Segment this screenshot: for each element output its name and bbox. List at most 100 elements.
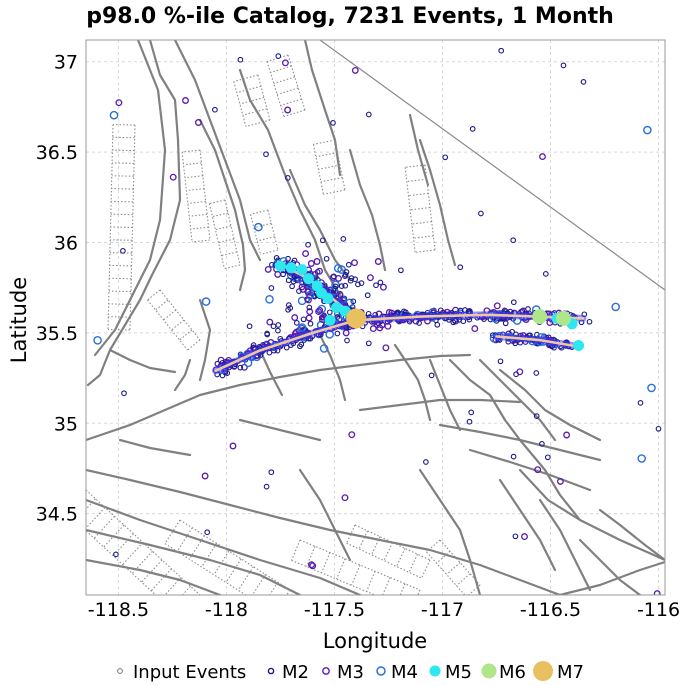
event-m2	[293, 320, 300, 326]
event-m3	[563, 431, 571, 439]
event-m3	[305, 314, 313, 322]
event-m2	[358, 280, 365, 286]
event-m3	[304, 288, 312, 296]
fault-zone	[164, 519, 291, 595]
event-m2	[283, 344, 290, 351]
legend-label: M5	[445, 662, 472, 683]
event-m2	[263, 483, 270, 490]
event-m2	[344, 337, 350, 344]
event-m6	[556, 310, 571, 326]
event-m2	[246, 323, 253, 330]
fault-line	[198, 118, 247, 292]
event-m2	[290, 278, 297, 285]
event-m2	[340, 236, 347, 242]
event-m3	[348, 431, 356, 439]
event-m2	[457, 264, 464, 271]
event-m5	[296, 264, 308, 276]
event-m2	[334, 330, 341, 337]
legend-item-m2: M2	[267, 662, 309, 683]
legend-item-m5: M5	[429, 662, 472, 683]
x-tick-label: -116	[637, 599, 680, 621]
fault-zone-outlines	[86, 54, 481, 595]
fault-line	[498, 368, 602, 442]
event-m2	[237, 364, 244, 371]
event-m2	[365, 111, 372, 118]
fault-line	[518, 468, 665, 562]
legend-label: M4	[391, 662, 418, 683]
event-m2	[428, 372, 435, 379]
event-m2	[275, 53, 282, 59]
fault-zone	[181, 149, 211, 243]
y-tick-label: 36	[54, 232, 78, 254]
event-m3	[266, 318, 274, 326]
x-axis-label: Longitude	[323, 629, 427, 653]
y-tick-label: 34.5	[36, 504, 78, 526]
event-m2	[510, 299, 517, 306]
event-m2	[305, 241, 311, 248]
legend-item-m3: M3	[322, 662, 364, 683]
event-m2	[442, 154, 449, 161]
fault-line	[558, 560, 665, 595]
event-m2	[289, 283, 295, 290]
y-tick-label: 35.5	[36, 323, 78, 345]
rupture-trace	[495, 335, 574, 347]
event-m3	[313, 258, 321, 265]
event-m3	[653, 590, 661, 595]
fault-line	[538, 498, 592, 592]
legend-item-input-events: Input Events	[117, 662, 246, 683]
event-m2	[326, 309, 333, 316]
x-tick-label: -118	[205, 599, 248, 621]
event-m3	[539, 153, 546, 161]
event-m4	[305, 290, 315, 300]
event-m2	[478, 210, 484, 217]
event-m3	[556, 477, 564, 485]
fault-line	[86, 528, 302, 595]
event-m2	[332, 283, 339, 290]
event-m3	[281, 59, 289, 67]
event-m4	[643, 125, 652, 135]
fault-line	[86, 353, 472, 442]
event-m3	[521, 533, 528, 541]
event-m2	[263, 151, 269, 158]
fault-line	[303, 40, 342, 177]
chart-title: p98.0 %-ile Catalog, 7231 Events, 1 Mont…	[86, 4, 614, 29]
event-m2	[423, 459, 429, 465]
legend: Input Events M2 M3 M4 M5 M6 M7	[117, 661, 584, 683]
fault-zone	[147, 289, 201, 351]
event-m2	[468, 409, 475, 416]
event-m3	[366, 274, 374, 282]
plot-frame	[85, 39, 666, 596]
fault-line	[238, 418, 322, 442]
fault-line	[468, 448, 592, 492]
y-tick-label: 37	[54, 52, 78, 74]
fault-line	[86, 498, 362, 595]
event-m3	[351, 259, 358, 267]
fault-zone	[233, 74, 271, 127]
event-m2	[342, 273, 348, 279]
y-axis-label: Latitude	[7, 277, 31, 363]
fault-line	[258, 348, 284, 397]
event-m3	[305, 296, 312, 304]
event-m2	[365, 340, 372, 347]
event-m4	[109, 110, 119, 120]
event-m3	[493, 302, 501, 310]
y-tick-label: 36.5	[36, 142, 78, 164]
event-m2	[398, 267, 404, 274]
legend-marker-m2	[267, 667, 275, 675]
event-m3	[315, 308, 323, 316]
fault-line	[358, 398, 522, 412]
event-m3	[308, 561, 315, 569]
legend-label: Input Events	[133, 662, 246, 683]
event-m2	[270, 323, 277, 330]
legend-marker-m3	[322, 667, 330, 675]
event-m3	[307, 260, 315, 267]
fault-line	[86, 40, 182, 387]
event-m3	[284, 106, 292, 114]
large-event-markers	[274, 260, 585, 351]
event-m2	[544, 454, 551, 461]
rupture-trace	[214, 313, 585, 373]
event-m2	[284, 175, 291, 181]
event-m3	[516, 368, 524, 376]
event-m3	[309, 562, 317, 570]
